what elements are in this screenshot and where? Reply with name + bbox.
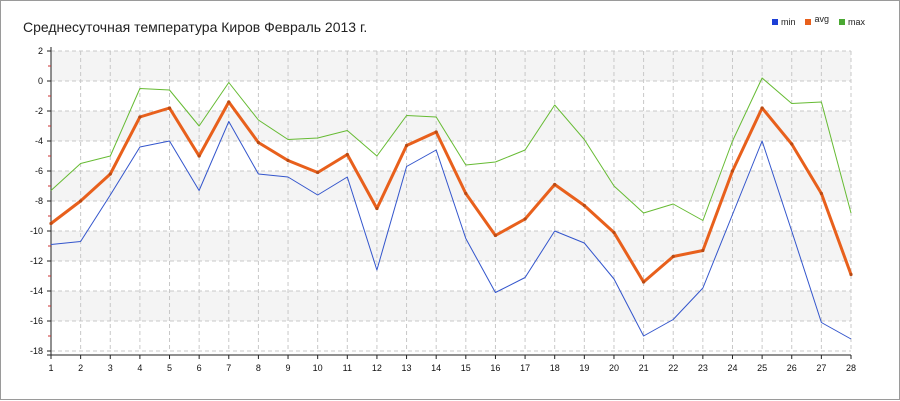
x-tick-label: 11 — [343, 363, 352, 373]
data-point-avg — [286, 158, 290, 163]
x-tick-label: 14 — [431, 363, 441, 373]
x-tick-label: 16 — [490, 363, 500, 373]
x-tick-label: 18 — [550, 363, 560, 373]
x-tick-label: 26 — [787, 363, 797, 373]
x-tick-label: 7 — [226, 363, 231, 373]
y-tick-label: -2 — [35, 106, 43, 116]
series-line-min — [50, 121, 852, 340]
x-tick-label: 17 — [520, 363, 530, 373]
x-tick-label: 2 — [78, 363, 83, 373]
x-tick-label: 1 — [48, 363, 53, 373]
data-point-avg — [612, 230, 616, 235]
y-tick-label: -14 — [30, 286, 43, 296]
data-point-avg — [730, 169, 735, 173]
data-point-avg — [641, 280, 646, 284]
y-tick-label: -12 — [30, 256, 43, 266]
legend-item-min: min — [771, 17, 796, 27]
x-tick-label: 3 — [108, 363, 113, 373]
legend-swatch-max — [838, 19, 845, 25]
x-tick-label: 5 — [167, 363, 172, 373]
grid-band — [51, 111, 851, 141]
data-point-avg — [108, 172, 112, 176]
data-point-avg — [404, 143, 409, 148]
legend: min avg max — [771, 14, 865, 27]
data-point-avg — [493, 233, 498, 238]
x-tick-label: 19 — [579, 363, 589, 373]
x-tick-label: 28 — [846, 363, 856, 373]
data-point-avg — [553, 182, 557, 187]
grid-band — [51, 231, 851, 261]
data-point-avg — [701, 248, 705, 253]
x-tick-label: 9 — [286, 363, 291, 373]
y-tick-label: -18 — [30, 346, 43, 356]
data-point-avg — [582, 203, 586, 208]
data-point-avg — [523, 217, 527, 221]
x-tick-label: 20 — [609, 363, 619, 373]
legend-item-avg: avg — [805, 14, 829, 27]
legend-item-max: max — [838, 17, 865, 27]
x-tick-label: 25 — [757, 363, 767, 373]
x-tick-label: 6 — [197, 363, 202, 373]
data-point-avg — [49, 221, 53, 226]
data-point-avg — [197, 154, 201, 158]
data-point-avg — [464, 191, 468, 196]
data-point-avg — [345, 152, 349, 157]
x-tick-label: 23 — [698, 363, 708, 373]
y-tick-label: -6 — [35, 166, 43, 176]
legend-swatch-min — [771, 19, 778, 25]
data-point-avg — [819, 191, 823, 196]
legend-swatch-avg — [805, 19, 812, 25]
data-point-avg — [316, 170, 320, 175]
y-tick-label: -16 — [30, 316, 43, 326]
legend-label-min: min — [780, 17, 796, 27]
x-tick-label: 12 — [372, 363, 382, 373]
data-point-avg — [138, 115, 142, 119]
x-tick-label: 8 — [256, 363, 261, 373]
x-tick-label: 27 — [816, 363, 826, 373]
data-point-avg — [79, 199, 83, 203]
data-point-avg — [256, 140, 261, 145]
data-point-avg — [760, 106, 764, 110]
legend-label-avg: avg — [814, 14, 829, 24]
x-tick-label: 15 — [461, 363, 471, 373]
data-point-avg — [167, 106, 172, 110]
chart-title: Среднесуточная температура Киров Февраль… — [23, 19, 368, 35]
data-point-avg — [375, 206, 379, 211]
grid-band — [51, 171, 851, 201]
legend-label-max: max — [847, 17, 865, 27]
y-tick-label: 2 — [38, 46, 43, 56]
series-line-avg — [50, 100, 853, 284]
data-point-avg — [849, 272, 853, 277]
data-point-avg — [790, 142, 794, 146]
x-tick-label: 24 — [727, 363, 737, 373]
data-point-avg — [227, 100, 231, 104]
data-point-avg — [434, 130, 438, 134]
x-tick-label: 21 — [639, 363, 649, 373]
series-line-max — [50, 77, 852, 221]
y-tick-label: 0 — [38, 76, 43, 86]
x-tick-label: 22 — [668, 363, 678, 373]
x-tick-label: 13 — [402, 363, 412, 373]
y-tick-label: -10 — [30, 226, 43, 236]
grid-band — [51, 51, 851, 81]
x-tick-label: 10 — [313, 363, 323, 373]
data-point-avg — [671, 254, 675, 259]
x-tick-label: 4 — [137, 363, 142, 373]
grid-band — [51, 291, 851, 321]
y-tick-label: -4 — [35, 136, 43, 146]
y-tick-label: -8 — [35, 196, 43, 206]
